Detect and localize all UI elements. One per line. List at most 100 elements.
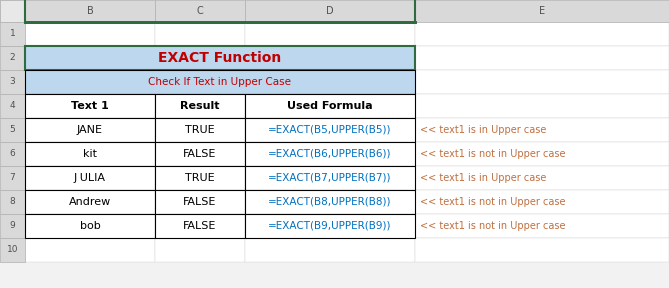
Text: TRUE: TRUE [185,173,215,183]
Bar [245,94,415,118]
Bar [155,94,245,118]
Bar [25,190,155,214]
Bar [415,22,669,46]
Bar [245,142,415,166]
Bar [25,166,155,190]
Text: 4: 4 [9,101,15,111]
Text: C: C [197,6,203,16]
Bar [0,118,25,142]
Text: Andrew: Andrew [69,197,111,207]
Text: << text1 is not in Upper case: << text1 is not in Upper case [420,221,565,231]
Bar [245,46,415,70]
Text: FALSE: FALSE [183,149,217,159]
Bar [0,166,25,190]
Text: JANE: JANE [77,125,103,135]
Text: << text1 is in Upper case: << text1 is in Upper case [420,173,547,183]
Bar [0,46,25,70]
Bar [155,70,245,94]
Bar [245,190,415,214]
Text: 7: 7 [9,173,15,183]
Text: J ULIA: J ULIA [74,173,106,183]
Bar [245,94,415,118]
Bar [25,0,155,22]
Bar [25,70,155,94]
Text: << text1 is not in Upper case: << text1 is not in Upper case [420,149,565,159]
Bar [25,142,155,166]
Bar [0,238,25,262]
Bar [155,22,245,46]
Bar [25,166,155,190]
Bar [155,118,245,142]
Bar [25,46,415,70]
Bar [155,0,245,22]
Bar [155,142,245,166]
Text: EXACT Function: EXACT Function [159,51,282,65]
Bar [0,0,25,22]
Text: 1: 1 [9,29,15,39]
Text: Result: Result [180,101,219,111]
Text: =EXACT(B8,UPPER(B8)): =EXACT(B8,UPPER(B8)) [268,197,392,207]
Bar [155,46,245,70]
Text: E: E [539,6,545,16]
Text: =EXACT(B6,UPPER(B6)): =EXACT(B6,UPPER(B6)) [268,149,392,159]
Text: kit: kit [83,149,97,159]
Text: 10: 10 [7,245,18,255]
Bar [155,118,245,142]
Text: 8: 8 [9,198,15,206]
Text: FALSE: FALSE [183,221,217,231]
Bar [245,118,415,142]
Bar [245,118,415,142]
Bar [415,190,669,214]
Bar [155,190,245,214]
Text: bob: bob [80,221,100,231]
Text: =EXACT(B9,UPPER(B9)): =EXACT(B9,UPPER(B9)) [268,221,392,231]
Bar [155,166,245,190]
Bar [415,94,669,118]
Bar [245,70,415,94]
Bar [155,238,245,262]
Text: =EXACT(B7,UPPER(B7)): =EXACT(B7,UPPER(B7)) [268,173,392,183]
Bar [155,190,245,214]
Bar [25,214,155,238]
Bar [0,142,25,166]
Bar [25,46,155,70]
Bar [155,166,245,190]
Bar [245,166,415,190]
Bar [245,142,415,166]
Bar [415,214,669,238]
Text: << text1 is in Upper case: << text1 is in Upper case [420,125,547,135]
Bar [0,70,25,94]
Bar [415,238,669,262]
Bar [0,190,25,214]
Text: A: A [9,6,16,16]
Text: FALSE: FALSE [183,197,217,207]
Text: Text 1: Text 1 [71,101,109,111]
Bar [25,94,155,118]
Text: 2: 2 [9,54,15,62]
Bar [245,190,415,214]
Bar [245,238,415,262]
Bar [0,22,25,46]
Bar [0,0,25,22]
Bar [415,70,669,94]
Bar [155,214,245,238]
Bar [25,190,155,214]
Bar [25,214,155,238]
Text: 5: 5 [9,126,15,134]
Bar [25,118,155,142]
Bar [155,142,245,166]
Text: << text1 is not in Upper case: << text1 is not in Upper case [420,197,565,207]
Text: 3: 3 [9,77,15,86]
Text: B: B [86,6,94,16]
Bar [0,94,25,118]
Bar [155,94,245,118]
Text: 9: 9 [9,221,15,230]
Bar [245,0,415,22]
Bar [415,46,669,70]
Bar [25,238,155,262]
Text: 6: 6 [9,149,15,158]
Bar [25,70,415,94]
Text: TRUE: TRUE [185,125,215,135]
Bar [25,22,155,46]
Bar [25,118,155,142]
